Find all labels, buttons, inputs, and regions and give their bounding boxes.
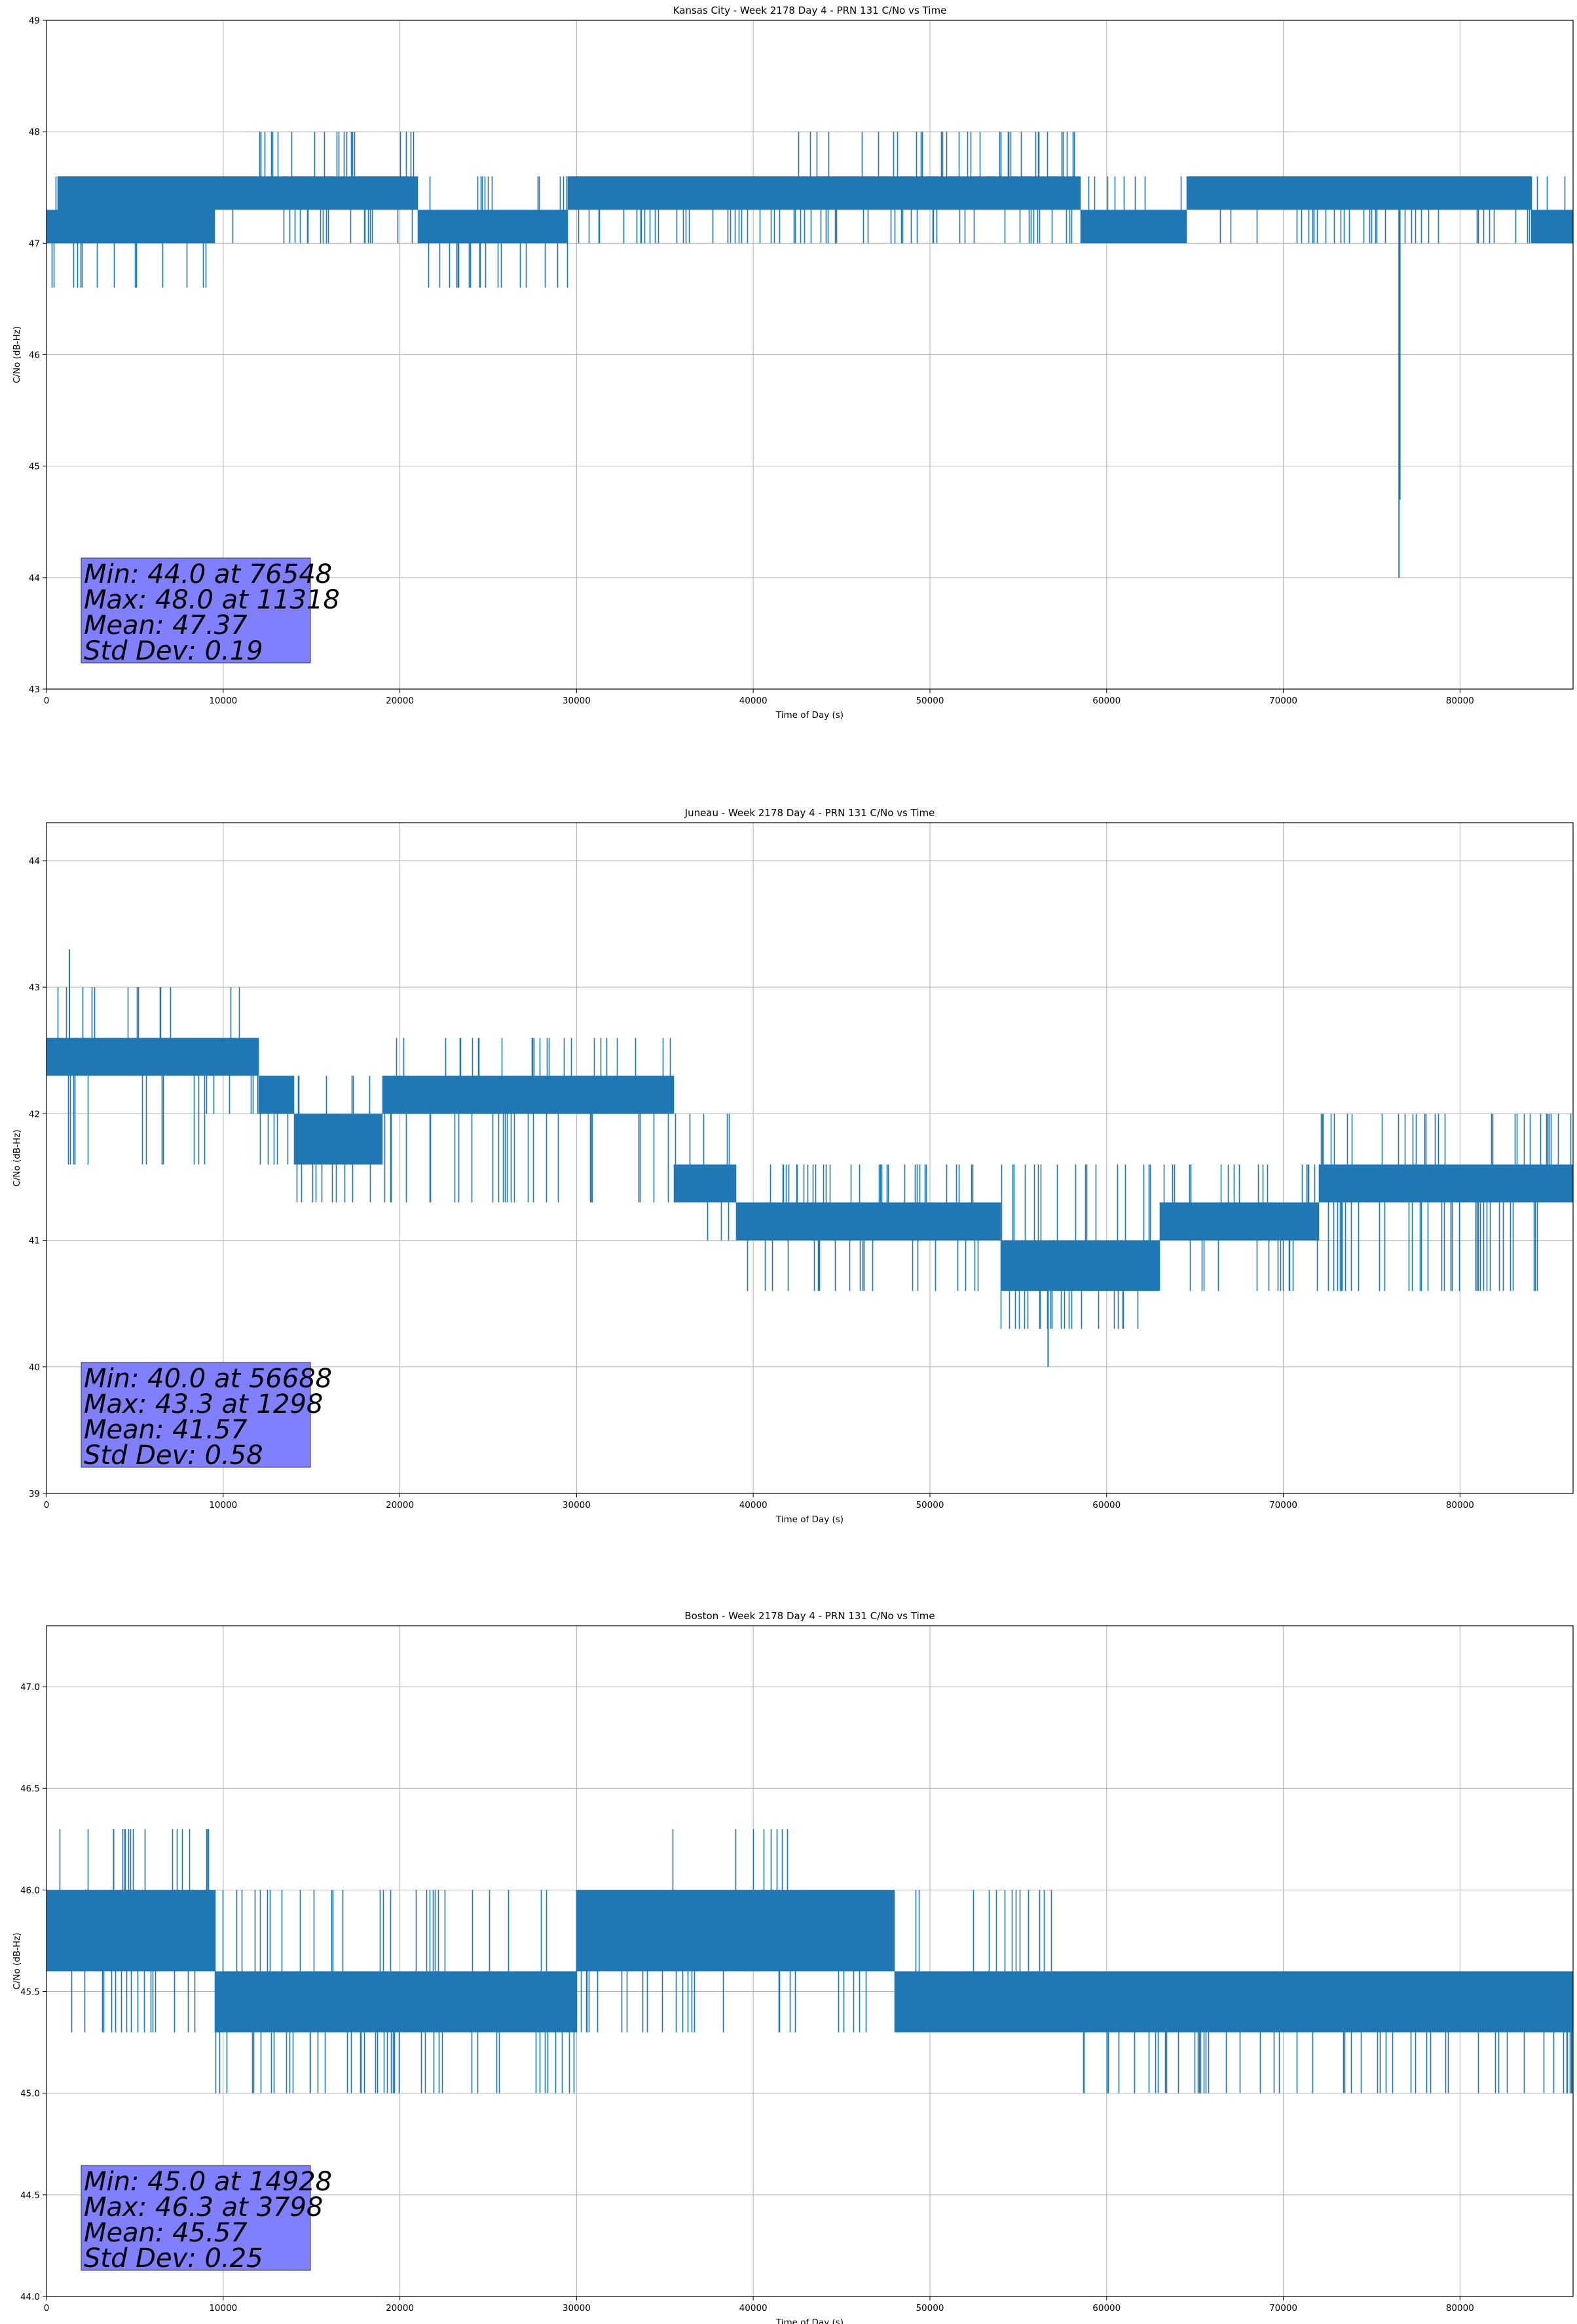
stats-line: Max: 46.3 at 3798 <box>84 2192 323 2222</box>
x-tick-label: 30000 <box>563 1500 591 1510</box>
x-tick-label: 50000 <box>916 1500 944 1510</box>
x-tick-label: 40000 <box>739 1500 768 1510</box>
y-tick-label: 44.5 <box>20 2190 40 2201</box>
chart-panel-3: 0 10000 20000 30000 40000 50000 60000 70000 8000… <box>12 1610 1574 2324</box>
x-tick-label: 20000 <box>386 2303 414 2314</box>
y-tick-label: 47.0 <box>20 1682 40 1693</box>
y-tick-label: 46 <box>29 350 40 361</box>
y-tick-label: 48 <box>29 127 40 138</box>
data-line <box>46 987 1574 1329</box>
x-axis-label: Time of Day (s) <box>775 710 844 721</box>
x-tick-label: 50000 <box>916 696 944 706</box>
x-tick-label: 80000 <box>1446 2303 1474 2314</box>
chart-panel-2: 0 10000 20000 30000 40000 50000 60000 70000 8000… <box>12 807 1574 1525</box>
y-tick-label: 46.5 <box>20 1784 40 1794</box>
x-tick-label: 10000 <box>209 1500 237 1510</box>
y-tick-label: 47 <box>29 238 40 249</box>
x-tick-label: 80000 <box>1446 696 1474 706</box>
x-axis-label: Time of Day (s) <box>775 1514 844 1525</box>
y-tick-label: 45 <box>29 462 40 472</box>
y-tick-label: 44.0 <box>20 2292 40 2302</box>
data-series <box>46 949 1574 1367</box>
x-tick-label: 70000 <box>1269 2303 1297 2314</box>
x-tick-label: 40000 <box>739 696 768 706</box>
y-tick-label: 42 <box>29 1109 40 1119</box>
y-tick-label: 44 <box>29 856 40 867</box>
chart-title: Kansas City - Week 2178 Day 4 - PRN 131 … <box>673 5 947 16</box>
stats-line: Std Dev: 0.19 <box>84 636 263 666</box>
x-tick-label: 0 <box>44 1500 50 1510</box>
x-tick-label: 60000 <box>1092 2303 1121 2314</box>
x-tick-label: 0 <box>44 2303 50 2314</box>
y-tick-label: 40 <box>29 1362 40 1373</box>
y-tick-label: 45.5 <box>20 1987 40 1998</box>
x-tick-label: 20000 <box>386 1500 414 1510</box>
data-line <box>46 132 1574 288</box>
x-tick-label: 10000 <box>209 696 237 706</box>
data-series <box>46 1829 1574 2093</box>
y-tick-label: 46.0 <box>20 1885 40 1896</box>
x-tick-label: 30000 <box>563 696 591 706</box>
stats-line: Max: 48.0 at 11318 <box>84 585 340 615</box>
x-tick-label: 30000 <box>563 2303 591 2314</box>
y-tick-label: 41 <box>29 1236 40 1246</box>
y-tick-label: 43 <box>29 684 40 695</box>
stats-line: Mean: 47.37 <box>84 610 248 641</box>
x-tick-label: 20000 <box>386 696 414 706</box>
x-tick-label: 0 <box>44 696 50 706</box>
stats-box-background <box>81 1362 311 1468</box>
y-axis-label: C/No (dB-Hz) <box>12 1129 22 1186</box>
stats-line: Std Dev: 0.25 <box>84 2243 263 2274</box>
y-tick-label: 39 <box>29 1489 40 1499</box>
y-tick-label: 45.0 <box>20 2089 40 2099</box>
stats-line: Std Dev: 0.58 <box>84 1440 263 1471</box>
y-tick-label: 44 <box>29 573 40 584</box>
y-tick-label: 49 <box>29 16 40 26</box>
x-tick-label: 40000 <box>739 2303 768 2314</box>
chart-panel-1: 0 10000 20000 30000 40000 50000 60000 70000 8000… <box>12 5 1574 721</box>
chart-title: Boston - Week 2178 Day 4 - PRN 131 C/No … <box>684 1610 935 1622</box>
x-tick-label: 70000 <box>1269 1500 1297 1510</box>
stats-line: Max: 43.3 at 1298 <box>84 1389 323 1419</box>
x-tick-label: 80000 <box>1446 1500 1474 1510</box>
y-axis-label: C/No (dB-Hz) <box>12 326 22 383</box>
y-axis-label: C/No (dB-Hz) <box>12 1932 22 1989</box>
axes-frame <box>46 822 1574 1494</box>
stats-line: Mean: 45.57 <box>84 2218 248 2248</box>
stats-line: Min: 40.0 at 56688 <box>84 1364 332 1394</box>
x-tick-label: 10000 <box>209 2303 237 2314</box>
x-tick-label: 60000 <box>1092 1500 1121 1510</box>
x-tick-label: 70000 <box>1269 696 1297 706</box>
stats-line: Mean: 41.57 <box>84 1415 248 1445</box>
stats-box-background <box>81 2165 311 2271</box>
chart-title: Juneau - Week 2178 Day 4 - PRN 131 C/No … <box>684 807 935 819</box>
stats-line: Min: 45.0 at 14928 <box>84 2167 332 2197</box>
x-tick-label: 60000 <box>1092 696 1121 706</box>
data-line <box>46 1829 1574 2093</box>
axes-frame <box>46 1625 1574 2297</box>
stats-box-background <box>81 557 311 664</box>
x-axis-label: Time of Day (s) <box>775 2317 844 2324</box>
y-tick-label: 43 <box>29 983 40 993</box>
stats-line: Min: 44.0 at 76548 <box>84 559 332 590</box>
x-tick-label: 50000 <box>916 2303 944 2314</box>
